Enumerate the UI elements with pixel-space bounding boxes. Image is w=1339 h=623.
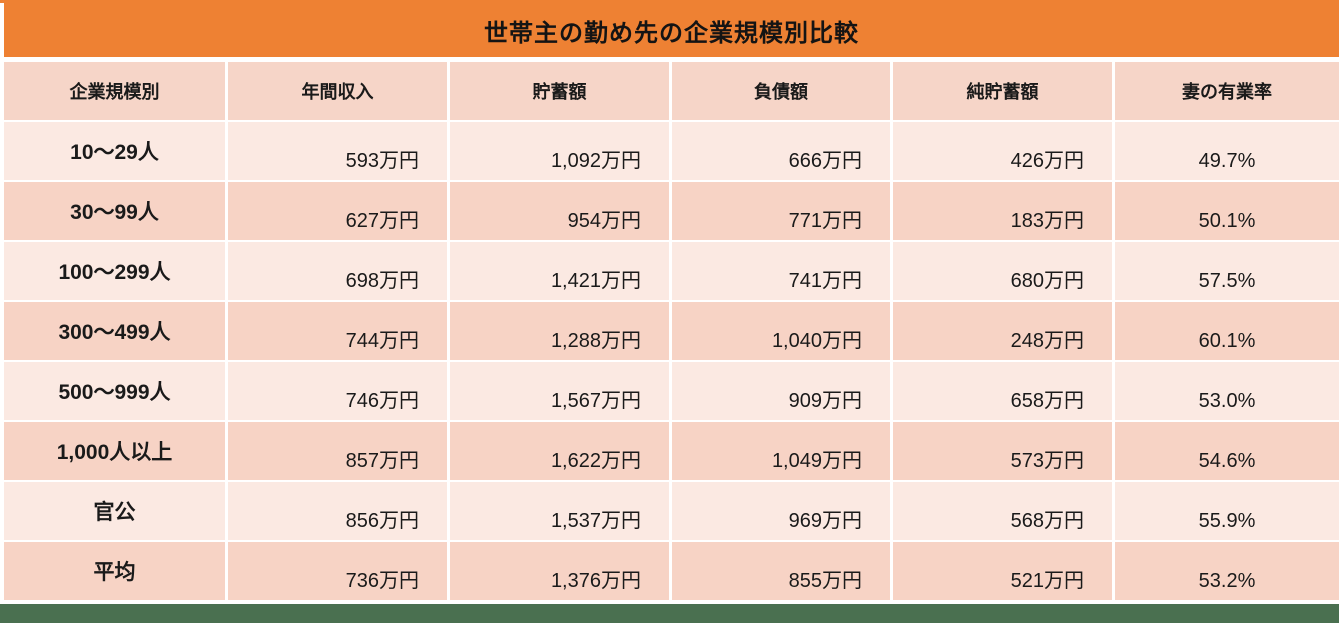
cell-annual-income: 857万円 [228,422,447,480]
cell-debt: 1,040万円 [672,302,890,360]
row-header: 官公 [4,482,225,540]
row-header: 1,000人以上 [4,422,225,480]
cell-debt: 1,049万円 [672,422,890,480]
cell-annual-income: 736万円 [228,542,447,600]
page-title: 世帯主の勤め先の企業規模別比較 [484,19,859,47]
cell-savings: 1,288万円 [450,302,669,360]
cell-net-savings: 658万円 [893,362,1112,420]
row-header: 10〜29人 [4,122,225,180]
cell-net-savings: 680万円 [893,242,1112,300]
title-bar: 世帯主の勤め先の企業規模別比較 [4,3,1339,57]
cell-net-savings: 521万円 [893,542,1112,600]
cell-employment-rate: 57.5% [1115,242,1339,300]
cell-employment-rate: 54.6% [1115,422,1339,480]
cell-employment-rate: 50.1% [1115,182,1339,240]
column-header-debt: 負債額 [672,62,890,120]
cell-annual-income: 698万円 [228,242,447,300]
slide-footer-accent-bar [0,604,1339,623]
column-header-wife-employment-rate: 妻の有業率 [1115,62,1339,120]
row-header: 30〜99人 [4,182,225,240]
cell-annual-income: 627万円 [228,182,447,240]
row-header: 100〜299人 [4,242,225,300]
row-header: 300〜499人 [4,302,225,360]
row-header: 500〜999人 [4,362,225,420]
cell-net-savings: 568万円 [893,482,1112,540]
cell-savings: 1,092万円 [450,122,669,180]
cell-employment-rate: 53.2% [1115,542,1339,600]
column-header-savings: 貯蓄額 [450,62,669,120]
cell-savings: 1,421万円 [450,242,669,300]
cell-net-savings: 573万円 [893,422,1112,480]
column-header-annual-income: 年間収入 [228,62,447,120]
column-header-net-savings: 純貯蓄額 [893,62,1112,120]
cell-debt: 909万円 [672,362,890,420]
cell-annual-income: 856万円 [228,482,447,540]
column-header-company-size: 企業規模別 [4,62,225,120]
cell-net-savings: 426万円 [893,122,1112,180]
cell-employment-rate: 53.0% [1115,362,1339,420]
cell-employment-rate: 55.9% [1115,482,1339,540]
cell-debt: 969万円 [672,482,890,540]
cell-savings: 1,567万円 [450,362,669,420]
cell-debt: 771万円 [672,182,890,240]
cell-net-savings: 248万円 [893,302,1112,360]
cell-debt: 666万円 [672,122,890,180]
comparison-table: 企業規模別 年間収入 貯蓄額 負債額 純貯蓄額 妻の有業率 10〜29人 593… [4,62,1339,600]
row-header: 平均 [4,542,225,600]
cell-savings: 1,622万円 [450,422,669,480]
cell-net-savings: 183万円 [893,182,1112,240]
cell-annual-income: 744万円 [228,302,447,360]
cell-employment-rate: 49.7% [1115,122,1339,180]
cell-annual-income: 593万円 [228,122,447,180]
cell-savings: 1,537万円 [450,482,669,540]
cell-savings: 954万円 [450,182,669,240]
cell-employment-rate: 60.1% [1115,302,1339,360]
cell-savings: 1,376万円 [450,542,669,600]
cell-annual-income: 746万円 [228,362,447,420]
cell-debt: 741万円 [672,242,890,300]
cell-debt: 855万円 [672,542,890,600]
